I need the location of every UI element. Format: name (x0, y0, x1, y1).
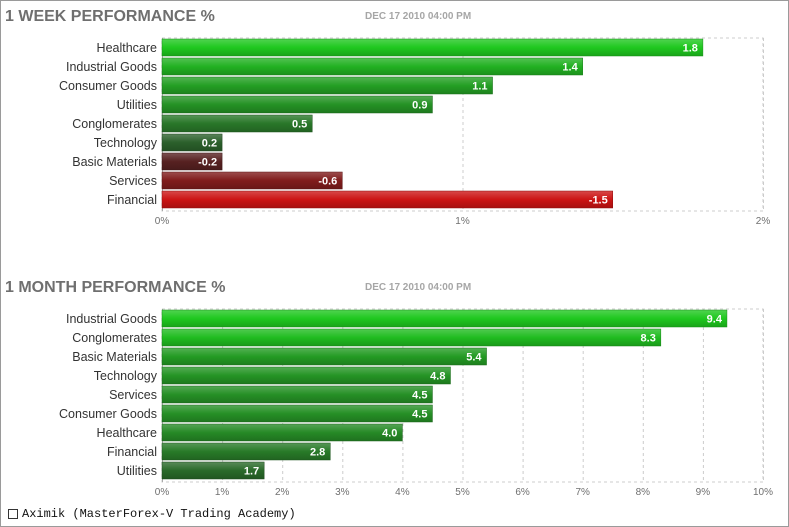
value-label: 4.8 (430, 371, 445, 383)
value-label: 4.5 (412, 409, 427, 421)
tick-label: 10% (753, 487, 773, 498)
tick-label: 1% (455, 216, 470, 227)
week-panel-title: 1 WEEK PERFORMANCE % (5, 8, 215, 25)
month-panel-title: 1 MONTH PERFORMANCE % (5, 279, 226, 296)
category-label: Basic Materials (72, 350, 157, 364)
value-label: 0.5 (292, 119, 307, 131)
bar (161, 152, 223, 171)
tick-label: 4% (395, 487, 410, 498)
category-label: Healthcare (97, 426, 157, 440)
value-label: 2.8 (310, 447, 325, 459)
bar (161, 190, 613, 209)
footer-credit: Aximik (MasterForex-V Trading Academy) (8, 507, 296, 521)
bar (161, 385, 433, 404)
value-label: 1.4 (562, 62, 578, 74)
category-label: Utilities (117, 98, 157, 112)
category-label: Services (109, 388, 157, 402)
category-label: Financial (107, 445, 157, 459)
bar (161, 76, 493, 95)
week-panel-timestamp: DEC 17 2010 04:00 PM (365, 11, 472, 22)
tick-label: 3% (335, 487, 350, 498)
value-label: 4.0 (382, 428, 397, 440)
bar (161, 95, 433, 114)
category-label: Healthcare (97, 41, 157, 55)
value-label: 0.2 (202, 138, 217, 150)
month-performance-chart: 0% 1% 2% 3% 4% 5% 6% 7% 8% 9% 10% Industrial Goods 9… (59, 308, 773, 498)
tick-label: 0% (155, 487, 170, 498)
category-label: Conglomerates (72, 331, 157, 345)
value-label: 9.4 (707, 314, 723, 326)
value-label: -0.2 (198, 157, 217, 169)
bar (161, 171, 343, 190)
value-label: 1.1 (472, 81, 487, 93)
category-label: Utilities (117, 464, 157, 478)
category-label: Industrial Goods (66, 312, 157, 326)
tick-label: 0% (155, 216, 170, 227)
value-label: 5.4 (466, 352, 482, 364)
bar (161, 423, 403, 442)
bar (161, 114, 313, 133)
tick-label: 9% (696, 487, 711, 498)
value-label: -1.5 (589, 195, 608, 207)
tick-label: 2% (756, 216, 771, 227)
category-label: Basic Materials (72, 155, 157, 169)
value-label: 4.5 (412, 390, 427, 402)
bar (161, 309, 728, 328)
bar (161, 57, 583, 76)
category-label: Conglomerates (72, 117, 157, 131)
category-label: Consumer Goods (59, 79, 157, 93)
bar (161, 404, 433, 423)
month-panel-timestamp: DEC 17 2010 04:00 PM (365, 282, 472, 293)
footer-credit-text: Aximik (MasterForex-V Trading Academy) (22, 507, 296, 521)
tick-label: 8% (636, 487, 651, 498)
category-label: Financial (107, 193, 157, 207)
tick-label: 7% (575, 487, 590, 498)
bar (161, 133, 223, 152)
category-label: Technology (94, 369, 158, 383)
bar (161, 442, 331, 461)
bar (161, 328, 662, 347)
bar (161, 38, 704, 57)
category-label: Industrial Goods (66, 60, 157, 74)
category-label: Technology (94, 136, 158, 150)
category-label: Services (109, 174, 157, 188)
tick-label: 1% (215, 487, 230, 498)
bar (161, 347, 487, 366)
week-performance-chart: 0% 1% 2% Healthcare 1.8 Industrial Goods 1.4 Co… (59, 37, 771, 227)
value-label: -0.6 (318, 176, 337, 188)
value-label: 1.7 (244, 466, 259, 478)
value-label: 8.3 (641, 333, 656, 345)
tick-label: 5% (455, 487, 470, 498)
value-label: 0.9 (412, 100, 427, 112)
category-label: Consumer Goods (59, 407, 157, 421)
value-label: 1.8 (683, 43, 698, 55)
bar (161, 461, 265, 480)
tick-label: 2% (275, 487, 290, 498)
checkbox-icon (8, 509, 18, 519)
tick-label: 6% (515, 487, 530, 498)
bar (161, 366, 451, 385)
